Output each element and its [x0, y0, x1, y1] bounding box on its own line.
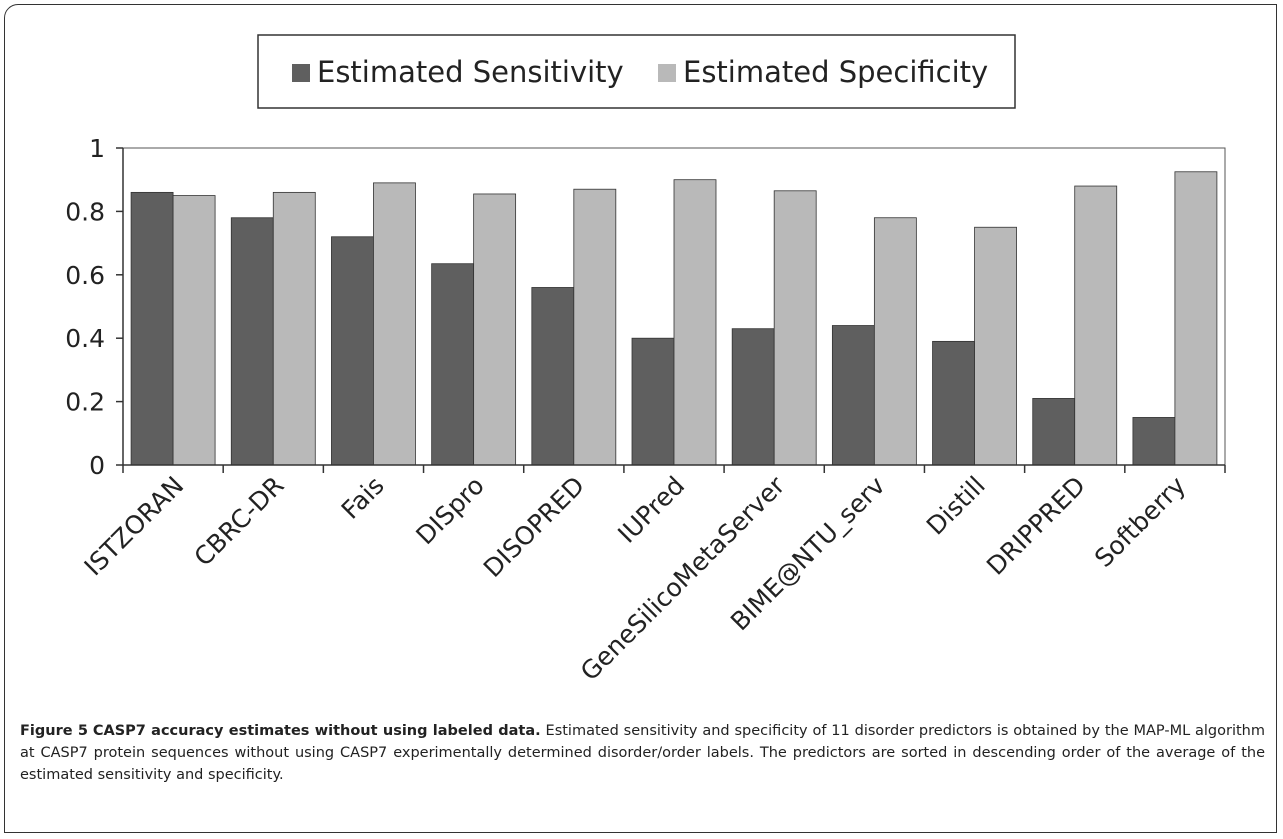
x-tick-label: DISpro: [410, 471, 489, 550]
bar: [230, 217, 274, 466]
x-tick-label: Softberry: [1089, 471, 1191, 573]
x-tick-label: CBRC-DR: [189, 471, 290, 572]
bar: [1174, 171, 1218, 466]
y-tick-label: 0.4: [65, 324, 105, 353]
x-tick-label: IUPred: [612, 471, 690, 549]
caption-label: Figure 5: [20, 723, 88, 739]
bar: [873, 217, 917, 466]
y-tick-label: 0.6: [65, 261, 105, 290]
bar: [531, 287, 575, 466]
bar: [172, 195, 216, 466]
legend-label: Estimated Sensitivity: [317, 55, 624, 89]
bar: [373, 182, 416, 466]
bar: [1132, 417, 1176, 466]
y-tick-label: 0.2: [65, 388, 105, 417]
x-tick-label: DRIPPRED: [981, 471, 1091, 581]
x-tick-label: GeneSilicoMetaServer: [575, 470, 791, 686]
x-tick-label: Fais: [336, 471, 390, 525]
bar: [673, 179, 717, 466]
bar: [473, 193, 517, 466]
bar: [773, 190, 817, 466]
bar: [631, 337, 675, 466]
y-tick-label: 1: [89, 134, 105, 163]
caption-title: CASP7 accuracy estimates without using l…: [92, 723, 541, 739]
caption-text: Estimated sensitivity and specificity of…: [20, 723, 1266, 783]
bar: [272, 191, 316, 466]
bar: [1074, 185, 1118, 466]
bar: [331, 236, 374, 466]
bar: [974, 226, 1017, 466]
y-tick-label: 0.8: [65, 197, 105, 226]
bar: [573, 188, 617, 466]
legend-swatch: [658, 64, 676, 82]
x-tick-label: Distill: [921, 471, 991, 541]
legend-label: Estimated Specificity: [683, 55, 988, 89]
y-tick-label: 0: [89, 451, 105, 480]
caption: Figure 5 CASP7 accuracy estimates withou…: [20, 720, 1265, 786]
x-tick-label: DISOPRED: [478, 471, 590, 583]
bar: [932, 340, 975, 466]
bar: [731, 328, 775, 466]
legend-swatch: [292, 64, 310, 82]
x-tick-label: ISTZORAN: [79, 471, 190, 582]
bar: [1032, 398, 1076, 466]
bar: [431, 263, 475, 466]
figure-frame: [4, 4, 1277, 833]
legend-box: [257, 34, 1016, 109]
bar: [831, 325, 875, 466]
bar: [130, 191, 174, 466]
